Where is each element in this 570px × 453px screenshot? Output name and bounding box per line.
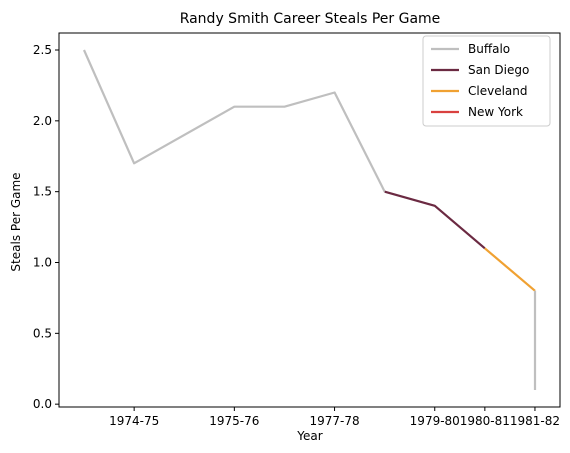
y-tick-label: 1.0: [33, 256, 52, 270]
legend-label: Cleveland: [468, 84, 528, 98]
series-line-1: [385, 192, 485, 249]
y-axis-label: Steals Per Game: [9, 172, 23, 271]
legend-label: New York: [468, 105, 523, 119]
x-tick-label: 1980-81: [460, 414, 510, 428]
x-axis-label: Year: [296, 429, 322, 443]
x-tick-label: 1981-82: [510, 414, 560, 428]
y-tick-label: 1.5: [33, 185, 52, 199]
x-tick-label: 1974-75: [109, 414, 159, 428]
legend: Buffalo San Diego Cleveland New York: [423, 36, 550, 126]
legend-label: San Diego: [468, 63, 529, 77]
y-tick-label: 0.5: [33, 326, 52, 340]
x-tick-label: 1975-76: [209, 414, 259, 428]
series-line-0: [84, 50, 385, 192]
y-tick-label: 2.5: [33, 43, 52, 57]
legend-label: Buffalo: [468, 42, 510, 56]
y-tick-label: 2.0: [33, 114, 52, 128]
y-tick-label: 0.0: [33, 397, 52, 411]
x-tick-label: 1979-80: [410, 414, 460, 428]
x-tick-label: 1977-78: [309, 414, 359, 428]
chart-title: Randy Smith Career Steals Per Game: [180, 11, 441, 27]
series-line-2: [485, 248, 535, 290]
